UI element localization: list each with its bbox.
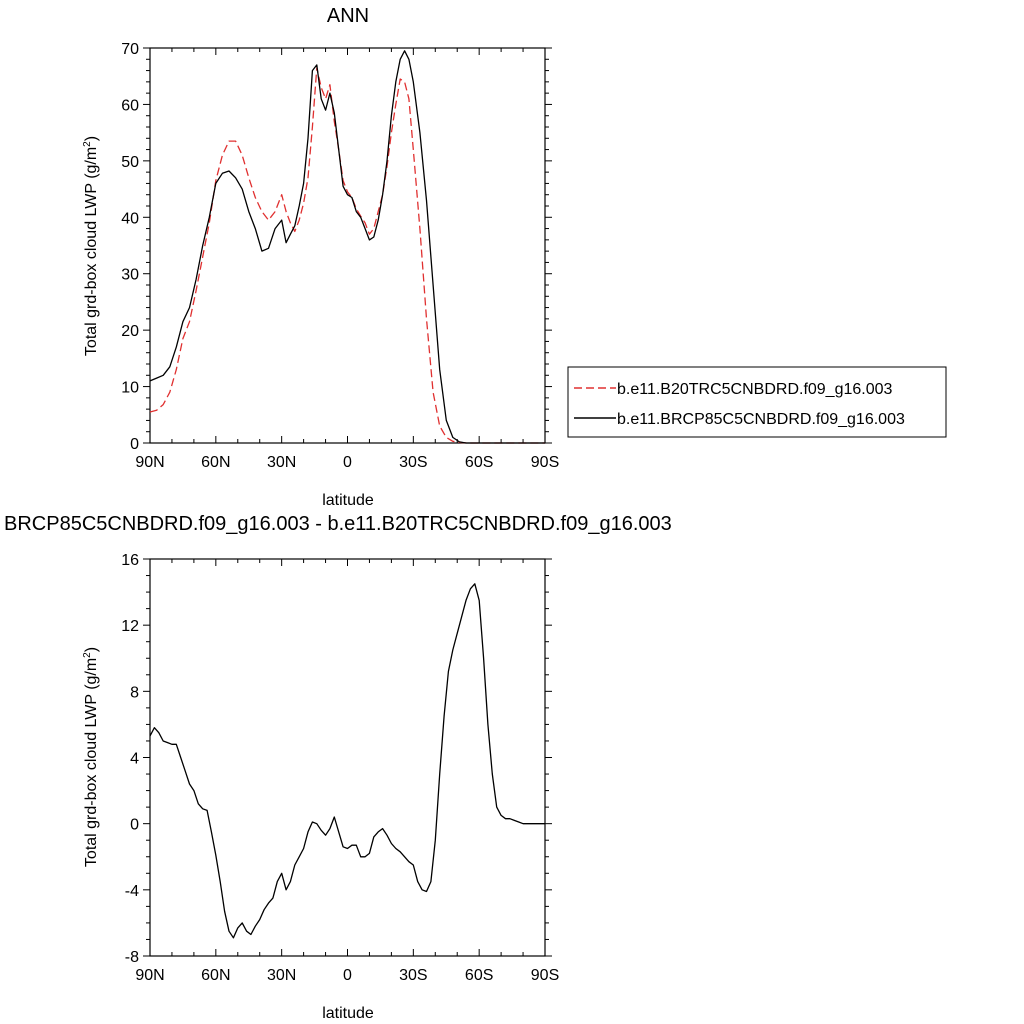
bottom-plot-ticks: 90N 60N 30N 0 30S 60S 90S -8 -4 0 4 8 12 16 bbox=[121, 552, 559, 984]
y-tick-label: 10 bbox=[121, 380, 139, 397]
y-tick-label: 30 bbox=[121, 267, 139, 284]
series-line-difference bbox=[149, 583, 545, 939]
x-tick-label: 30S bbox=[399, 454, 427, 471]
bottom-plot-frame bbox=[149, 558, 546, 957]
x-tick-label: 30N bbox=[267, 454, 296, 471]
y-tick-label: -4 bbox=[125, 883, 139, 900]
series-line-rcp85 bbox=[149, 50, 545, 444]
x-tick-label: 60S bbox=[465, 454, 493, 471]
bottom-plot-title: BRCP85C5CNBDRD.f09_g16.003 - b.e11.B20TR… bbox=[4, 513, 672, 535]
top-plot-ticks: 90N 60N 30N 0 30S 60S 90S 0 10 20 30 40 50 60 70 bbox=[121, 41, 559, 471]
x-tick-label: 90N bbox=[135, 454, 164, 471]
bottom-plot-panel: BRCP85C5CNBDRD.f09_g16.003 - b.e11.B20TR… bbox=[4, 513, 672, 1022]
bottom-y-axis-label-close: ) bbox=[83, 647, 100, 652]
y-tick-label: 8 bbox=[130, 684, 139, 701]
top-y-axis-label-sup: 2 bbox=[82, 141, 93, 147]
legend-box bbox=[567, 366, 947, 438]
top-y-axis-label-main: Total grd-box cloud LWP (g/m bbox=[83, 147, 100, 356]
bottom-y-axis-label: Total grd-box cloud LWP (g/m2) bbox=[82, 647, 100, 867]
y-tick-label: 4 bbox=[130, 751, 139, 768]
top-y-axis-label-close: ) bbox=[83, 136, 100, 141]
top-y-axis-label: Total grd-box cloud LWP (g/m2) bbox=[82, 136, 100, 356]
top-plot-title: ANN bbox=[327, 5, 369, 27]
top-x-axis-label: latitude bbox=[322, 492, 374, 509]
legend-label-rcp85: b.e11.BRCP85C5CNBDRD.f09_g16.003 bbox=[617, 411, 905, 428]
x-tick-label: 30N bbox=[267, 967, 296, 984]
top-plot-panel: ANN 90N 60N 30N 0 30S 60S 90S 0 10 20 30 40 50 60 70 l… bbox=[82, 5, 559, 509]
bottom-y-axis-label-main: Total grd-box cloud LWP (g/m bbox=[83, 658, 100, 867]
x-tick-label: 30S bbox=[399, 967, 427, 984]
y-tick-label: 50 bbox=[121, 154, 139, 171]
top-plot-series bbox=[149, 50, 545, 444]
bottom-y-axis-label-sup: 2 bbox=[82, 652, 93, 658]
y-tick-label: 12 bbox=[121, 618, 139, 635]
x-tick-label: 90S bbox=[531, 454, 559, 471]
x-tick-label: 0 bbox=[343, 454, 352, 471]
y-tick-label: 16 bbox=[121, 552, 139, 569]
x-tick-label: 60S bbox=[465, 967, 493, 984]
legend-label-historical: b.e11.B20TRC5CNBDRD.f09_g16.003 bbox=[617, 381, 893, 398]
y-tick-label: 60 bbox=[121, 97, 139, 114]
x-tick-label: 0 bbox=[343, 967, 352, 984]
y-tick-label: 70 bbox=[121, 41, 139, 58]
y-tick-label: 20 bbox=[121, 323, 139, 340]
y-tick-label: -8 bbox=[125, 949, 139, 966]
top-plot-frame bbox=[149, 47, 546, 444]
x-tick-label: 60N bbox=[201, 454, 230, 471]
x-tick-label: 90N bbox=[135, 967, 164, 984]
y-tick-label: 40 bbox=[121, 210, 139, 227]
legend: b.e11.B20TRC5CNBDRD.f09_g16.003 b.e11.BR… bbox=[567, 366, 947, 438]
bottom-x-axis-label: latitude bbox=[322, 1005, 374, 1022]
y-tick-label: 0 bbox=[130, 817, 139, 834]
bottom-plot-series bbox=[149, 583, 545, 939]
y-tick-label: 0 bbox=[130, 436, 139, 453]
series-line-historical bbox=[149, 67, 545, 444]
x-tick-label: 60N bbox=[201, 967, 230, 984]
x-tick-label: 90S bbox=[531, 967, 559, 984]
